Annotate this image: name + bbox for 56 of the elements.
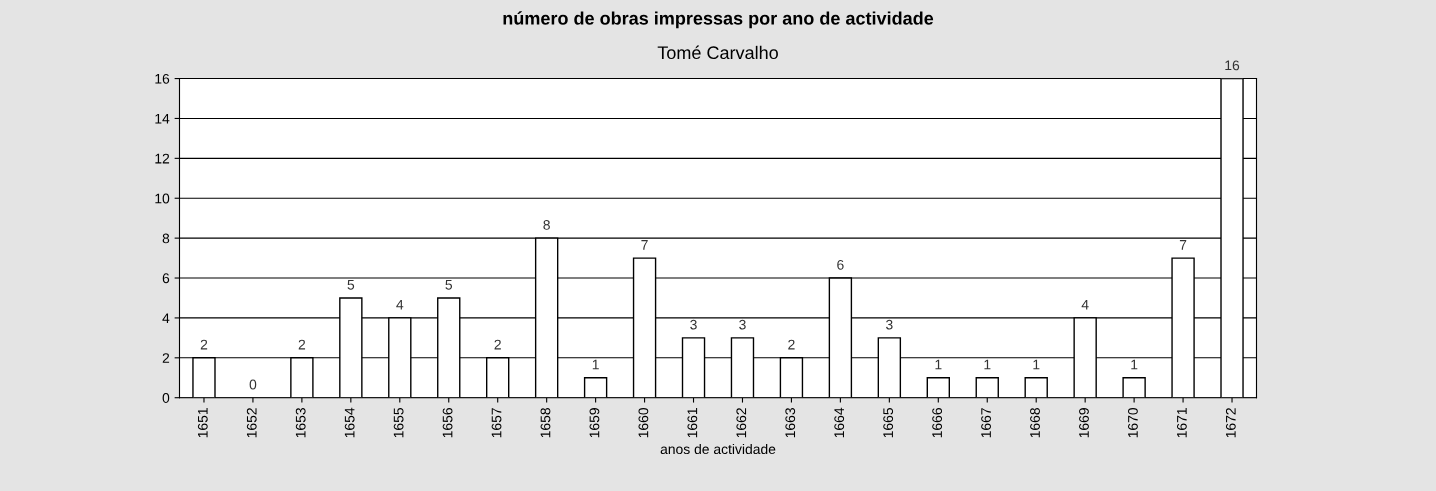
x-tick-label: 1662 bbox=[736, 408, 747, 438]
x-tick-label: 1670 bbox=[1128, 407, 1138, 438]
data-label: 16 bbox=[1225, 60, 1240, 71]
data-label: 2 bbox=[494, 339, 501, 350]
y-tick-label: 14 bbox=[155, 113, 170, 124]
data-label: 3 bbox=[690, 319, 697, 330]
x-tick-label: 1666 bbox=[932, 408, 943, 438]
y-tick-label: 4 bbox=[162, 313, 170, 323]
data-label: 5 bbox=[347, 279, 355, 290]
y-tick-label: 12 bbox=[155, 153, 170, 164]
x-tick-label: 1653 bbox=[295, 408, 306, 438]
data-label: 7 bbox=[641, 240, 648, 250]
data-label: 2 bbox=[788, 339, 795, 350]
x-axis-title: anos de actividade bbox=[660, 443, 776, 455]
x-tick-label: 1668 bbox=[1030, 408, 1040, 438]
x-tick-label: 1661 bbox=[687, 408, 698, 438]
data-label: 6 bbox=[837, 259, 844, 270]
chart-subtitle: Tomé Carvalho bbox=[657, 45, 778, 60]
data-label: 4 bbox=[1081, 299, 1089, 310]
x-tick-label: 1667 bbox=[981, 408, 991, 438]
x-tick-label: 1656 bbox=[442, 408, 453, 438]
data-label: 0 bbox=[249, 379, 257, 390]
x-tick-label: 1655 bbox=[393, 408, 404, 438]
x-tick-label: 1658 bbox=[540, 408, 551, 438]
data-label: 2 bbox=[298, 339, 306, 350]
x-tick-label: 1652 bbox=[246, 408, 257, 438]
data-label: 7 bbox=[1179, 240, 1187, 250]
data-label: 1 bbox=[592, 359, 599, 370]
x-tick-label: 1664 bbox=[834, 407, 845, 438]
data-label: 3 bbox=[886, 319, 893, 330]
x-tick-label: 1657 bbox=[491, 408, 502, 438]
data-label: 1 bbox=[935, 359, 942, 370]
data-label: 8 bbox=[543, 220, 550, 230]
y-tick-label: 8 bbox=[162, 233, 170, 244]
chart-title: número de obras impressas por ano de actividade bbox=[503, 11, 934, 29]
data-label: 4 bbox=[396, 299, 404, 310]
data-label: 5 bbox=[445, 279, 453, 290]
x-tick-label: 1671 bbox=[1176, 408, 1187, 438]
y-tick-label: 0 bbox=[162, 393, 170, 403]
data-label: 1 bbox=[1033, 359, 1040, 370]
x-tick-label: 1654 bbox=[344, 407, 355, 438]
data-label: 1 bbox=[1131, 359, 1138, 370]
x-tick-label: 1665 bbox=[883, 408, 894, 438]
x-tick-label: 1659 bbox=[589, 408, 600, 438]
y-tick-label: 6 bbox=[162, 273, 170, 284]
y-tick-label: 10 bbox=[155, 193, 170, 204]
y-tick-label: 16 bbox=[155, 73, 170, 84]
x-tick-label: 1669 bbox=[1079, 408, 1089, 438]
data-label: 2 bbox=[200, 339, 208, 350]
x-tick-label: 1660 bbox=[638, 407, 649, 438]
x-tick-label: 1663 bbox=[785, 408, 796, 438]
x-tick-label: 1651 bbox=[197, 408, 208, 438]
data-label: 3 bbox=[739, 319, 746, 330]
y-tick-label: 2 bbox=[162, 353, 170, 363]
x-tick-label: 1672 bbox=[1225, 408, 1236, 438]
data-label: 1 bbox=[984, 359, 991, 370]
